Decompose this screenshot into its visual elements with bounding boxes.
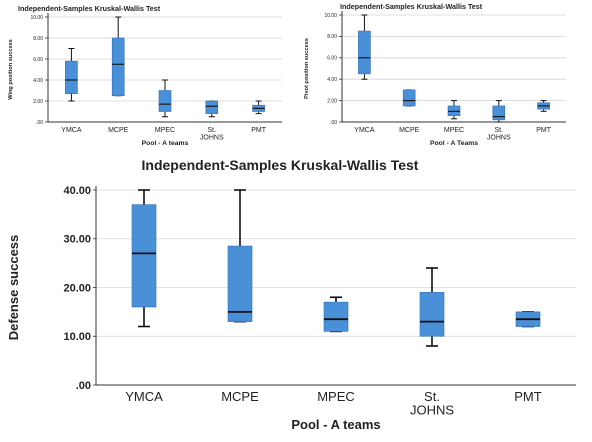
x-tick-label: MPEC bbox=[155, 127, 175, 134]
box-mpec bbox=[158, 79, 172, 118]
box-mcpe bbox=[227, 189, 253, 323]
y-tick-label: .00 bbox=[76, 380, 91, 392]
iqr-box bbox=[205, 100, 219, 114]
y-tick-label: 2.00 bbox=[33, 99, 43, 105]
defense-success-chart: Independent-Samples Kruskal-Wallis Test.… bbox=[0, 150, 592, 437]
y-tick-label: 40.00 bbox=[63, 185, 91, 197]
chart-title: Independent-Samples Kruskal-Wallis Test bbox=[142, 157, 419, 173]
x-tick-label: PMT bbox=[536, 127, 552, 134]
chart-svg: Independent-Samples Kruskal-Wallis Test.… bbox=[304, 2, 566, 147]
x-tick-label: PMT bbox=[514, 389, 542, 404]
box-ymca bbox=[131, 189, 157, 328]
y-axis-label: Wing position success bbox=[8, 39, 14, 100]
wing-position-chart: Independent-Samples Kruskal-Wallis Test.… bbox=[0, 0, 296, 150]
y-tick-label: 2.00 bbox=[327, 98, 337, 104]
x-tick-label: St. JOHNS bbox=[410, 389, 454, 418]
y-tick-label: 8.00 bbox=[33, 36, 43, 42]
y-tick-label: 4.00 bbox=[327, 77, 337, 83]
x-tick-label: St. JOHNS bbox=[487, 127, 511, 141]
x-tick-label: MPEC bbox=[317, 389, 355, 404]
y-tick-label: 6.00 bbox=[327, 56, 337, 62]
x-tick-label: MCPE bbox=[221, 389, 259, 404]
box-ymca bbox=[65, 48, 78, 102]
box-mpec bbox=[447, 100, 461, 120]
x-axis-label: Pool - A teams bbox=[291, 417, 380, 432]
iqr-box bbox=[227, 245, 253, 322]
y-tick-label: .00 bbox=[330, 120, 337, 126]
iqr-box bbox=[65, 60, 78, 94]
x-tick-label: MCPE bbox=[399, 127, 420, 134]
iqr-box bbox=[419, 292, 445, 337]
iqr-box bbox=[131, 204, 157, 308]
box-ymca bbox=[358, 14, 371, 80]
y-tick-label: 4.00 bbox=[33, 78, 43, 84]
box-mcpe bbox=[402, 89, 416, 107]
chart-title: Independent-Samples Kruskal-Wallis Test bbox=[18, 4, 161, 13]
y-tick-label: 10.00 bbox=[324, 13, 337, 19]
x-tick-label: YMCA bbox=[354, 127, 375, 134]
chart-svg: Independent-Samples Kruskal-Wallis Test.… bbox=[8, 4, 282, 147]
chart-title: Independent-Samples Kruskal-Wallis Test bbox=[340, 2, 483, 11]
y-tick-label: 30.00 bbox=[63, 234, 91, 246]
y-tick-label: 8.00 bbox=[327, 34, 337, 40]
y-tick-label: 20.00 bbox=[63, 282, 91, 294]
iqr-box bbox=[402, 89, 416, 107]
box-pmt bbox=[537, 100, 550, 112]
y-tick-label: 10.00 bbox=[30, 15, 43, 21]
chart-svg: Independent-Samples Kruskal-Wallis Test.… bbox=[6, 157, 576, 432]
box-pmt bbox=[252, 100, 265, 115]
y-tick-label: 10.00 bbox=[63, 331, 91, 343]
box-st-johns bbox=[205, 100, 219, 118]
x-tick-label: YMCA bbox=[61, 127, 82, 134]
y-tick-label: .00 bbox=[36, 120, 43, 126]
y-axis-label: Defense success bbox=[6, 235, 21, 341]
x-tick-label: MPEC bbox=[444, 127, 464, 134]
iqr-box bbox=[323, 301, 349, 332]
y-axis-label: Pivot position success bbox=[304, 38, 310, 99]
iqr-box bbox=[358, 30, 371, 75]
box-st-johns bbox=[419, 267, 445, 347]
box-mcpe bbox=[111, 16, 125, 97]
y-tick-label: 6.00 bbox=[33, 57, 43, 63]
x-tick-label: MCPE bbox=[108, 127, 129, 134]
x-tick-label: PMT bbox=[251, 127, 267, 134]
x-tick-label: YMCA bbox=[125, 389, 163, 404]
x-tick-label: St. JOHNS bbox=[200, 127, 224, 141]
box-st-johns bbox=[492, 100, 506, 123]
pivot-position-chart: Independent-Samples Kruskal-Wallis Test.… bbox=[296, 0, 592, 150]
box-pmt bbox=[515, 311, 541, 328]
iqr-box bbox=[158, 90, 172, 112]
iqr-box bbox=[492, 105, 506, 121]
x-axis-label: Pool - A teams bbox=[142, 140, 189, 147]
x-axis-label: Pool - A Teams bbox=[430, 140, 478, 147]
box-mpec bbox=[323, 296, 349, 333]
iqr-box bbox=[111, 37, 125, 97]
